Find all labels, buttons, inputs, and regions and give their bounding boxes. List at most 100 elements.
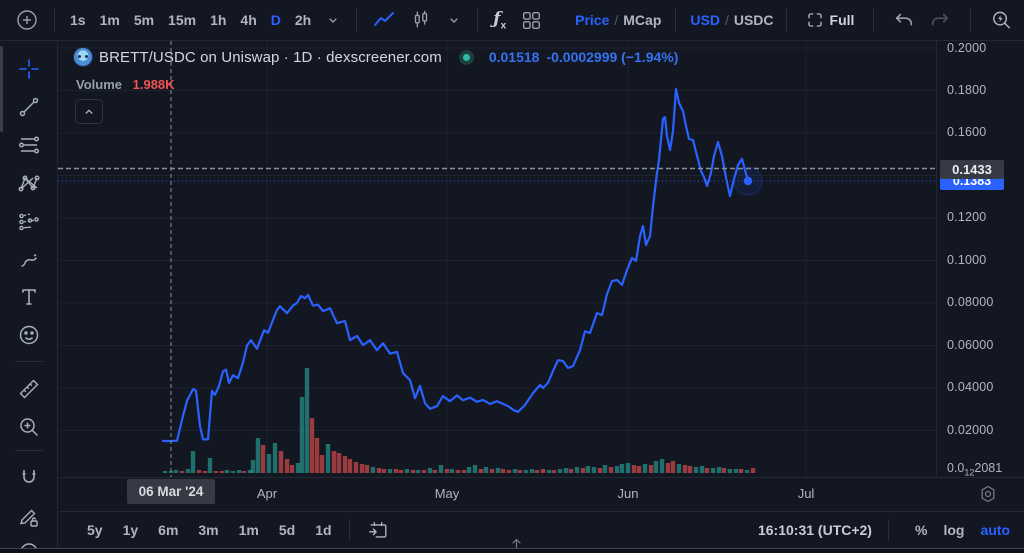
usd-mode-label[interactable]: USD xyxy=(690,12,720,28)
tool-emoji[interactable] xyxy=(14,320,44,350)
volume-bar xyxy=(250,460,256,473)
timeframe-group: 1s 1m 5m 15m 1h 4h D 2h xyxy=(63,5,318,35)
tool-fib-retracement[interactable] xyxy=(14,130,44,160)
volume-bar xyxy=(415,470,421,473)
hidden-tool-icon xyxy=(21,543,37,548)
tool-magnet[interactable] xyxy=(14,463,44,493)
crosshair-icon xyxy=(19,59,39,79)
window-bottom-edge xyxy=(0,548,1024,553)
range-6m[interactable]: 6m xyxy=(158,522,179,538)
price-mcap-toggle[interactable]: Price / MCap xyxy=(575,12,662,28)
settings-button[interactable] xyxy=(1020,5,1024,35)
time-axis-label: Apr xyxy=(256,486,278,501)
volume-bar xyxy=(517,470,523,473)
tool-text[interactable] xyxy=(14,282,44,312)
tool-hidden-tool[interactable] xyxy=(14,535,44,548)
go-to-date-button[interactable] xyxy=(360,516,396,544)
toolbar-divider xyxy=(785,8,787,32)
timeframe-15m[interactable]: 15m xyxy=(168,12,197,28)
chart-pane[interactable]: BRETT/USDC on Uniswap · 1D · dexscreener… xyxy=(58,41,936,477)
volume-bar xyxy=(710,468,716,473)
timeframe-5m[interactable]: 5m xyxy=(133,12,155,28)
timeframe-1m[interactable]: 1m xyxy=(99,12,120,28)
range-3m[interactable]: 3m xyxy=(198,522,219,538)
fullscreen-button[interactable]: Full xyxy=(799,5,862,35)
scroll-up-arrow-icon[interactable] xyxy=(509,536,524,550)
percent-scale-button[interactable]: % xyxy=(914,522,928,538)
volume-label[interactable]: Volume xyxy=(76,77,122,92)
auto-scale-button[interactable]: auto xyxy=(980,522,1010,538)
emoji-icon xyxy=(19,325,39,345)
chart-style-candles-button[interactable] xyxy=(403,5,439,35)
collapse-legend-button[interactable] xyxy=(75,99,103,124)
mcap-mode-label[interactable]: MCap xyxy=(623,12,662,28)
volume-bar xyxy=(551,470,557,473)
quick-search-button[interactable] xyxy=(983,5,1020,35)
timeframe-menu-button[interactable] xyxy=(318,5,348,35)
undo-arrow-icon xyxy=(893,9,915,31)
volume-bar xyxy=(353,462,359,473)
clock-timezone[interactable]: 16:10:31 (UTC+2) xyxy=(757,522,872,538)
toolbar-scrollbar[interactable] xyxy=(0,46,3,132)
indicators-button[interactable]: ƒx xyxy=(486,5,513,35)
volume-bar xyxy=(699,466,705,473)
usd-usdc-toggle[interactable]: USD / USDC xyxy=(690,12,774,28)
chart-style-line-button[interactable] xyxy=(365,5,403,35)
volume-bar xyxy=(202,471,208,473)
volume-bar xyxy=(314,438,320,473)
price-axis-label: 0.02000 xyxy=(947,423,994,437)
time-axis-label: Jul xyxy=(797,486,815,501)
line-chart-icon xyxy=(372,8,396,32)
time-axis[interactable]: 06 Mar '24 Apr May Jun Jul xyxy=(58,477,1024,511)
tool-brush[interactable] xyxy=(14,244,44,274)
price-axis-label: 0.1800 xyxy=(947,83,987,97)
volume-bar xyxy=(219,471,225,473)
symbol-search-button[interactable] xyxy=(8,5,46,35)
calendar-goto-icon xyxy=(367,519,389,541)
tool-forecast[interactable] xyxy=(14,206,44,236)
volume-bar xyxy=(563,468,569,473)
chart-style-menu-button[interactable] xyxy=(439,5,469,35)
tool-xabcd-pattern[interactable] xyxy=(14,168,44,198)
volume-bar xyxy=(585,466,591,473)
timeframe-1h[interactable]: 1h xyxy=(210,12,227,28)
timeframe-D[interactable]: D xyxy=(270,12,281,28)
log-scale-button[interactable]: log xyxy=(943,522,965,538)
volume-bar xyxy=(495,468,501,473)
usdc-mode-label[interactable]: USDC xyxy=(733,12,774,28)
timeframe-2h[interactable]: 2h xyxy=(294,12,312,28)
volume-bar xyxy=(381,469,387,473)
undo-button[interactable] xyxy=(886,5,922,35)
hovered-change: -0.0002999 (−1.94%) xyxy=(546,49,679,65)
redo-button[interactable] xyxy=(922,5,958,35)
layout-select-button[interactable] xyxy=(513,5,549,35)
tool-trend-line[interactable] xyxy=(14,92,44,122)
price-axis[interactable]: 0.1383 0.1433 0.0122081 0.2000 0.1800 0.16… xyxy=(936,41,1024,477)
timeframe-1s[interactable]: 1s xyxy=(70,12,86,28)
range-1y[interactable]: 1y xyxy=(122,522,139,538)
range-5y[interactable]: 5y xyxy=(87,522,103,538)
volume-bar xyxy=(359,464,365,473)
range-1m[interactable]: 1m xyxy=(238,522,259,538)
volume-bar xyxy=(744,470,750,473)
tool-crosshair[interactable] xyxy=(14,54,44,84)
volume-bar xyxy=(236,470,242,473)
volume-bar xyxy=(704,468,710,473)
tool-drawing-lock[interactable] xyxy=(14,503,44,533)
volume-bar xyxy=(325,444,331,473)
last-point-marker xyxy=(743,176,753,186)
volume-bar xyxy=(608,467,614,473)
volume-bar xyxy=(284,459,290,473)
tool-ruler[interactable] xyxy=(14,374,44,404)
volume-bar xyxy=(500,469,506,473)
timeframe-4h[interactable]: 4h xyxy=(240,12,257,28)
price-mode-label[interactable]: Price xyxy=(575,12,610,28)
range-5d[interactable]: 5d xyxy=(278,522,296,538)
symbol-title[interactable]: BRETT/USDC on Uniswap · 1D · dexscreener… xyxy=(99,48,442,66)
volume-bar xyxy=(162,471,168,473)
price-chart[interactable] xyxy=(58,41,936,477)
fx-indicators-icon: ƒx xyxy=(493,8,507,32)
range-1d[interactable]: 1d xyxy=(315,522,332,538)
tool-zoom-in[interactable] xyxy=(14,412,44,442)
scale-settings-button[interactable] xyxy=(978,484,998,504)
